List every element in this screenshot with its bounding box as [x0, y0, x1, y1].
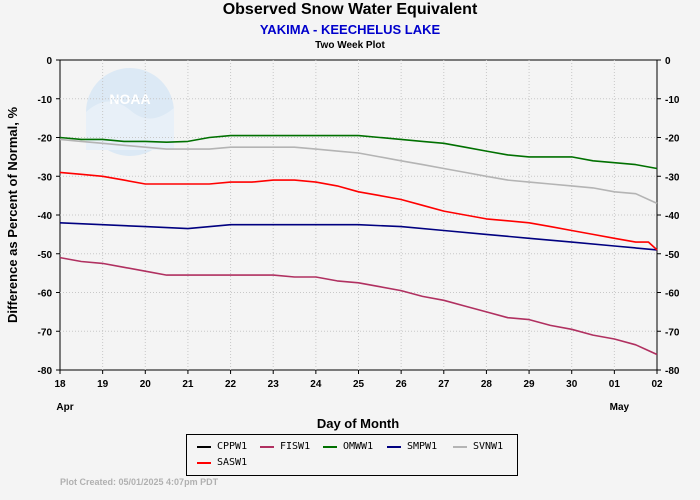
legend-item-cppw1: CPPW1	[197, 441, 247, 452]
x-month-label: May	[610, 402, 630, 413]
y-axis-right: 0 -10 -20 -30 -40 -50 -60 -70 -80	[657, 56, 680, 377]
x-axis-label: Day of Month	[317, 416, 399, 431]
y-tick-label: -50	[665, 250, 680, 261]
chart-plot-type: Two Week Plot	[315, 40, 385, 51]
series-line-omww1	[59, 134, 658, 170]
y-tick-label: 0	[665, 56, 671, 67]
y-tick-label: -80	[665, 366, 680, 377]
series-line-sasw1	[59, 171, 658, 251]
grid-lines	[60, 60, 657, 370]
x-tick-label: 22	[225, 379, 237, 390]
x-tick-label: 02	[651, 379, 663, 390]
legend-item-omww1: OMWW1	[323, 441, 373, 452]
y-tick-label: -60	[38, 289, 53, 300]
x-tick-label: 29	[524, 379, 536, 390]
legend-swatch	[260, 445, 274, 448]
legend-swatch	[197, 461, 211, 464]
legend-swatch	[197, 445, 211, 448]
y-tick-label: -10	[665, 95, 680, 106]
series-lines	[59, 134, 658, 356]
plot-created-footer: Plot Created: 05/01/2025 4:07pm PDT	[60, 477, 219, 487]
x-tick-label: 25	[353, 379, 365, 390]
y-tick-label: -40	[665, 211, 680, 222]
legend-item-sasw1: SASW1	[197, 457, 247, 468]
x-tick-label: 21	[182, 379, 194, 390]
x-axis: 18 19 20 21 22 23 24 25 26 27 28 29 30 01 02 Apr May	[54, 370, 663, 413]
y-axis-left: 0 -10 -20 -30 -40 -50 -60 -70 -80	[38, 56, 60, 377]
series-line-smpw1	[59, 222, 658, 251]
legend-label: SVNW1	[473, 441, 504, 452]
x-tick-label: 18	[54, 379, 66, 390]
legend-item-svnw1: SVNW1	[453, 441, 503, 452]
x-tick-label: 20	[140, 379, 152, 390]
x-tick-label: 01	[609, 379, 621, 390]
series-line-fisw1	[59, 256, 658, 356]
x-tick-label: 27	[438, 379, 450, 390]
y-tick-label: -30	[38, 172, 53, 183]
chart-subtitle: YAKIMA - KEECHELUS LAKE	[259, 22, 441, 37]
y-axis-label: Difference as Percent of Normal, %	[5, 107, 20, 323]
y-tick-label: -70	[665, 327, 680, 338]
legend-swatch	[453, 445, 467, 448]
y-tick-label: 0	[46, 56, 52, 67]
legend-swatch	[387, 445, 401, 448]
legend-label: CPPW1	[217, 441, 248, 452]
x-tick-label: 19	[97, 379, 109, 390]
legend-item-smpw1: SMPW1	[387, 441, 437, 452]
legend-label: SMPW1	[407, 441, 438, 452]
y-tick-label: -60	[665, 289, 680, 300]
x-tick-label: 30	[566, 379, 578, 390]
x-tick-label: 28	[481, 379, 493, 390]
x-tick-label: 24	[310, 379, 322, 390]
y-tick-label: -40	[38, 211, 53, 222]
legend-label: FISW1	[280, 441, 311, 452]
y-tick-label: -10	[38, 95, 53, 106]
y-tick-label: -30	[665, 172, 680, 183]
x-tick-label: 26	[396, 379, 408, 390]
y-tick-label: -50	[38, 250, 53, 261]
x-tick-label: 23	[268, 379, 280, 390]
legend-item-fisw1: FISW1	[260, 441, 310, 452]
chart-title: Observed Snow Water Equivalent	[222, 1, 478, 18]
chart-legend: CPPW1 FISW1 OMWW1 SMPW1 SVNW1 SASW1	[186, 434, 518, 476]
y-tick-label: -70	[38, 327, 53, 338]
y-tick-label: -80	[38, 366, 53, 377]
y-tick-label: -20	[38, 134, 53, 145]
y-tick-label: -20	[665, 134, 680, 145]
legend-label: SASW1	[217, 457, 248, 468]
legend-swatch	[323, 445, 337, 448]
x-month-label: Apr	[56, 402, 73, 413]
series-line-svnw1	[59, 138, 658, 205]
legend-label: OMWW1	[343, 441, 374, 452]
